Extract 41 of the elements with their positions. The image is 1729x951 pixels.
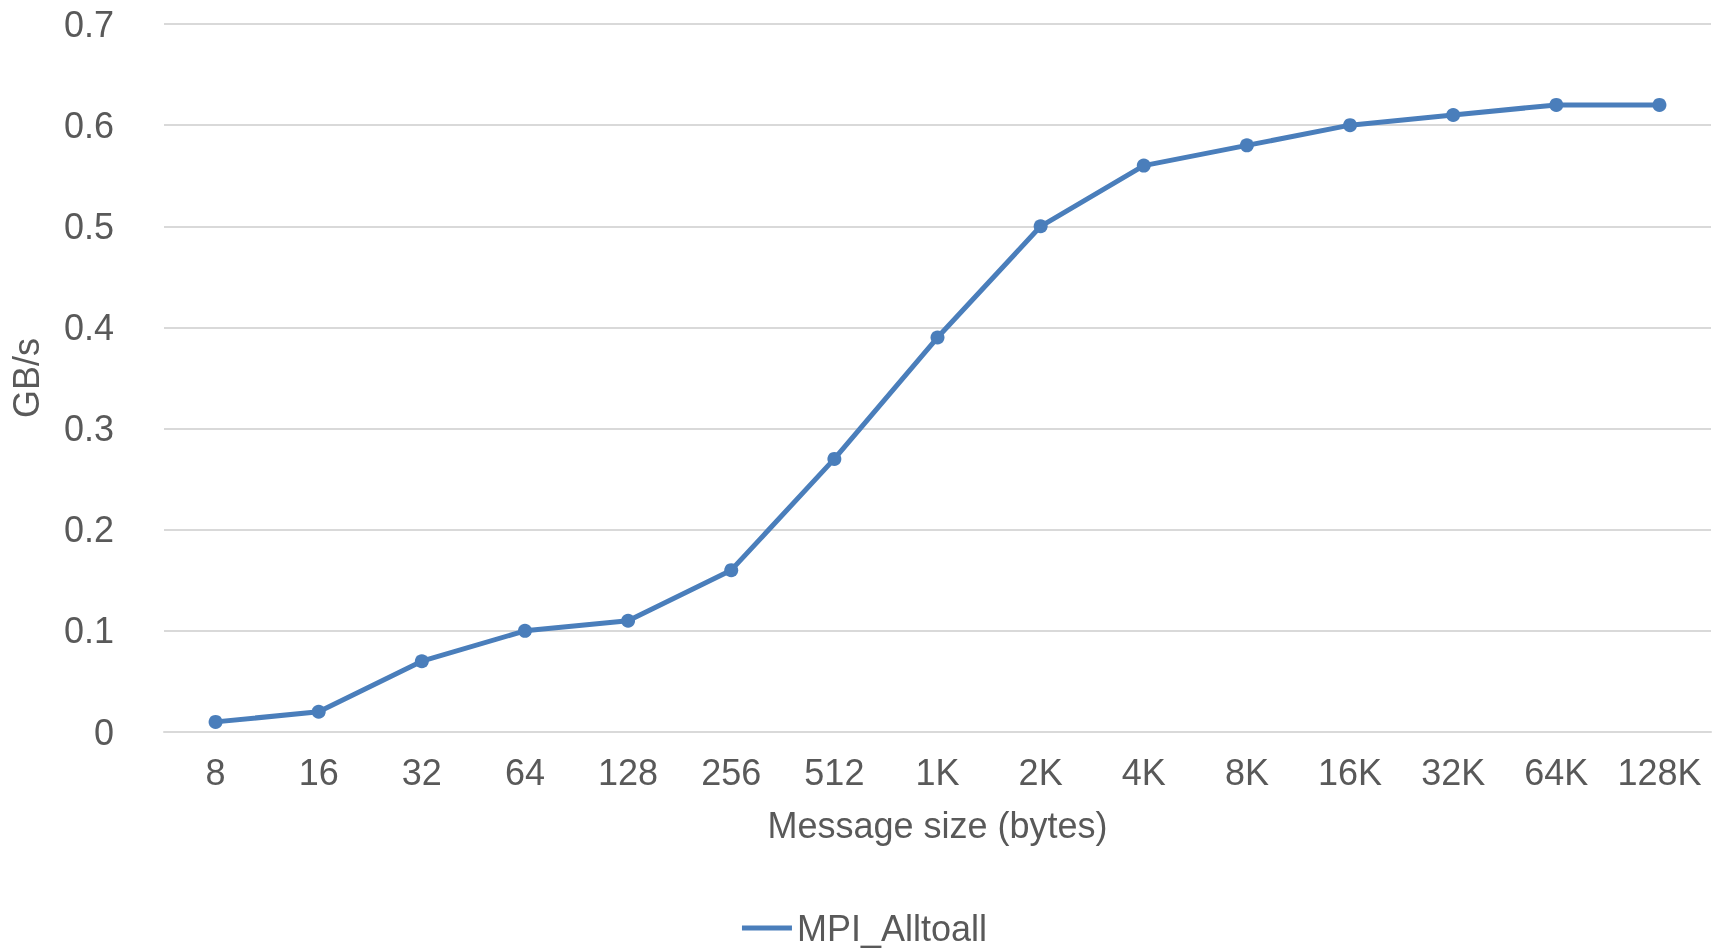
legend-label: MPI_Alltoall [796,907,988,949]
point [1549,97,1564,112]
y-tick-label: 0.7 [63,3,114,45]
x-tick-label: 16K [1318,751,1383,793]
point [1033,219,1048,234]
point [1136,158,1151,173]
point [1446,108,1461,123]
point [621,613,636,628]
point [827,451,842,466]
point [1652,97,1667,112]
y-tick-label: 0.3 [63,408,114,450]
x-tick-label: 4K [1121,751,1166,793]
y-axis-title: GB/s [5,337,47,419]
x-tick-label: 128K [1617,751,1702,793]
x-tick-label: 8K [1224,751,1269,793]
x-tick-label: 32K [1421,751,1486,793]
y-tick-label: 0.2 [63,509,114,551]
x-axis-title: Message size (bytes) [767,804,1108,846]
y-tick-label: 0.1 [63,610,114,652]
y-tick-label: 0.5 [63,205,114,247]
x-tick-label: 32 [401,751,442,793]
x-tick-label: 64K [1524,751,1589,793]
x-tick-label: 256 [701,751,762,793]
point [208,714,223,729]
x-tick-label: 128 [598,751,659,793]
point [1343,118,1358,133]
point [517,623,532,638]
point [311,704,326,719]
y-tick-label: 0 [93,711,114,753]
point [724,563,739,578]
y-tick-label: 0.4 [63,306,114,348]
x-tick-label: 1K [915,751,960,793]
x-tick-label: 64 [504,751,545,793]
point [414,654,429,669]
point [1239,138,1254,153]
y-tick-label: 0.6 [63,104,114,146]
x-tick-label: 8 [205,751,226,793]
x-tick-label: 512 [804,751,865,793]
x-tick-label: 16 [298,751,339,793]
point [930,330,945,345]
x-tick-label: 2K [1018,751,1063,793]
